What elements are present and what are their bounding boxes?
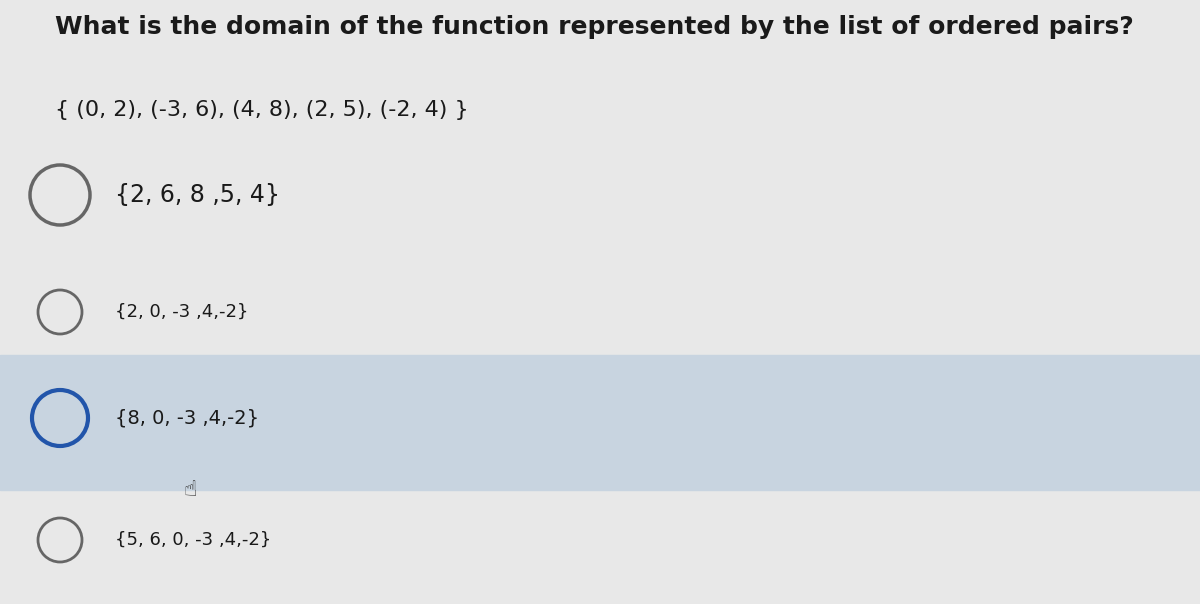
- Text: What is the domain of the function represented by the list of ordered pairs?: What is the domain of the function repre…: [55, 15, 1134, 39]
- Text: ☝: ☝: [184, 480, 197, 500]
- Text: { (0, 2), (-3, 6), (4, 8), (2, 5), (-2, 4) }: { (0, 2), (-3, 6), (4, 8), (2, 5), (-2, …: [55, 100, 469, 120]
- Text: {2, 0, -3 ,4,-2}: {2, 0, -3 ,4,-2}: [115, 303, 248, 321]
- Text: {5, 6, 0, -3 ,4,-2}: {5, 6, 0, -3 ,4,-2}: [115, 531, 271, 549]
- Bar: [0, 355, 1200, 490]
- Text: {8, 0, -3 ,4,-2}: {8, 0, -3 ,4,-2}: [115, 408, 259, 428]
- Text: {2, 6, 8 ,5, 4}: {2, 6, 8 ,5, 4}: [115, 183, 280, 207]
